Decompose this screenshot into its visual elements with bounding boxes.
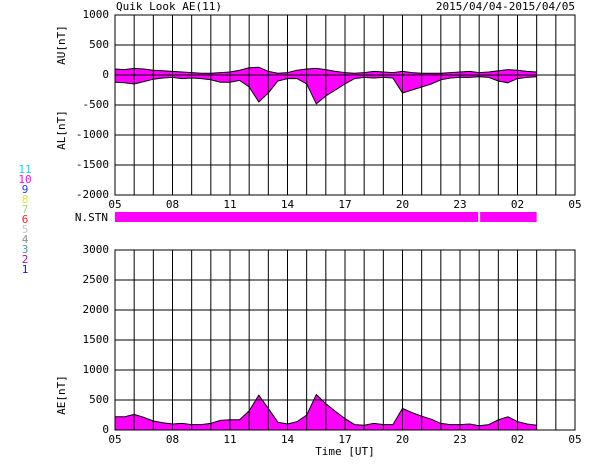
- x-tick-label: 14: [281, 198, 295, 211]
- x-tick-label: 14: [281, 433, 295, 446]
- y-tick-label: 0: [102, 423, 109, 436]
- y-tick-label: 1000: [83, 8, 110, 21]
- chart-subtitle: 2015/04/04-2015/04/05: [436, 0, 575, 13]
- y-axis-label: AE[nT]: [55, 375, 68, 415]
- y-axis-label: AL[nT]: [55, 110, 68, 150]
- station-legend-label: 6: [22, 213, 29, 226]
- station-legend-label: 11: [18, 163, 31, 176]
- x-tick-label: 20: [396, 198, 409, 211]
- x-tick-label: 11: [223, 433, 236, 446]
- y-tick-label: -1000: [76, 128, 109, 141]
- x-tick-label: 02: [511, 198, 524, 211]
- x-tick-label: 05: [108, 198, 121, 211]
- station-legend-label: 8: [22, 193, 29, 206]
- station-legend-label: 9: [22, 183, 29, 196]
- x-tick-label: 05: [108, 433, 121, 446]
- x-tick-label: 20: [396, 433, 409, 446]
- y-tick-label: -2000: [76, 188, 109, 201]
- station-legend-label: 7: [22, 203, 29, 216]
- y-tick-label: -500: [83, 98, 110, 111]
- y-axis-label: AU[nT]: [55, 25, 68, 65]
- station-legend-label: 4: [22, 233, 29, 246]
- plot-frame: [114, 14, 576, 196]
- y-tick-label: 0: [102, 68, 109, 81]
- x-tick-label: 08: [166, 198, 179, 211]
- y-tick-label: 1000: [83, 363, 110, 376]
- plot-frame: [114, 249, 576, 431]
- x-axis-label: Time [UT]: [315, 445, 375, 458]
- x-tick-label: 17: [338, 433, 351, 446]
- x-tick-label: 17: [338, 198, 351, 211]
- x-tick-label: 02: [511, 433, 524, 446]
- y-tick-label: 500: [89, 393, 109, 406]
- station-legend-label: 2: [22, 253, 29, 266]
- station-bar: [480, 212, 537, 222]
- x-tick-label: 23: [453, 433, 466, 446]
- y-tick-label: 1500: [83, 333, 110, 346]
- station-legend-label: 5: [22, 223, 29, 236]
- x-tick-label: 08: [166, 433, 179, 446]
- y-tick-label: 2500: [83, 273, 110, 286]
- x-tick-label: 05: [568, 198, 581, 211]
- y-tick-label: 3000: [83, 243, 110, 256]
- station-label: N.STN: [75, 211, 108, 224]
- station-legend-label: 1: [22, 263, 29, 276]
- y-tick-label: -1500: [76, 158, 109, 171]
- station-legend-label: 10: [18, 173, 31, 186]
- station-bar: [115, 212, 479, 222]
- chart-title: Quik Look AE(11): [116, 0, 222, 13]
- y-tick-label: 500: [89, 38, 109, 51]
- x-tick-label: 11: [223, 198, 236, 211]
- y-tick-label: 2000: [83, 303, 110, 316]
- x-tick-label: 05: [568, 433, 581, 446]
- station-legend-label: 3: [22, 243, 29, 256]
- x-tick-label: 23: [453, 198, 466, 211]
